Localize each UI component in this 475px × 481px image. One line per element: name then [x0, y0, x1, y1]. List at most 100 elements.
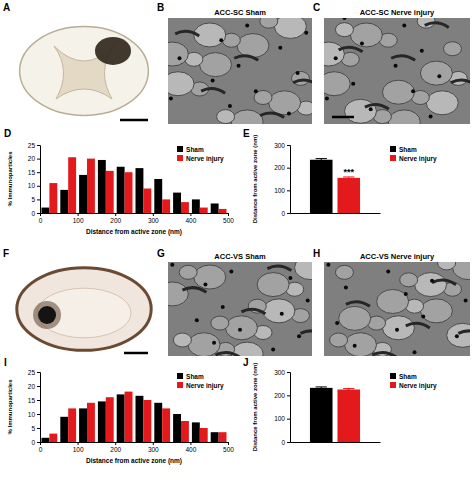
y-axis-tick-mark: [287, 145, 290, 146]
y-axis-tick-mark: [37, 213, 40, 214]
micrograph-ground: [324, 262, 470, 356]
immunogold: [335, 321, 339, 325]
x-axis-tick-label: 300: [148, 446, 159, 453]
y-axis-tick: 25: [28, 142, 40, 149]
x-axis-tick-label: 500: [223, 446, 234, 453]
vesicle-profile: [426, 91, 458, 115]
vesicle-profile: [345, 333, 377, 356]
histogram-bar: [192, 422, 200, 442]
membrane: [201, 89, 225, 94]
x-axis-tick-mark: [115, 442, 116, 445]
error-bar-cap: [316, 386, 327, 387]
x-axis-tick-label: 400: [185, 217, 196, 224]
immunogold: [297, 334, 301, 338]
y-axis-tick-mark: [37, 172, 40, 173]
vesicle-profile: [274, 18, 306, 38]
y-axis-tick-label: 10: [28, 411, 36, 418]
vesicle-profile: [194, 265, 226, 289]
vesicle-profile: [443, 42, 461, 56]
histogram-bar: [60, 417, 68, 442]
y-axis-line: [37, 373, 41, 443]
histogram-bar: [154, 179, 162, 213]
y-axis-tick-mark: [37, 386, 40, 387]
legend-label: Nerve injury: [399, 155, 437, 163]
image-panel: [17, 268, 151, 353]
y-axis-tick-mark: [287, 442, 290, 443]
x-axis-line: [41, 214, 229, 217]
image-title: ACC-SC Sham: [214, 8, 266, 17]
y-axis-tick-mark: [287, 168, 290, 169]
y-axis-tick-mark: [37, 414, 40, 415]
histogram-bar: [136, 396, 144, 442]
immunogold: [254, 89, 258, 93]
immunogold: [411, 89, 415, 93]
immunogold: [402, 23, 406, 27]
immunogold: [351, 82, 355, 86]
legend-label: Nerve injury: [186, 155, 224, 163]
y-axis-tick-label: 0: [31, 210, 35, 217]
x-axis-tick-mark: [153, 213, 154, 216]
y-axis-tick-mark: [37, 400, 40, 401]
y-axis-tick: 20: [28, 383, 40, 390]
x-axis-tick-mark: [78, 442, 79, 445]
vesicle-profile: [168, 282, 188, 306]
image-panel: [156, 256, 326, 366]
y-axis-tick: 5: [31, 425, 40, 432]
histogram-bar: [211, 203, 219, 213]
x-axis-tick-label: 0: [39, 217, 43, 224]
histogram-bar: [60, 190, 68, 213]
legend: Sham Nerve injury: [177, 146, 224, 163]
vesicle-profile: [179, 265, 197, 279]
legend-label: Sham: [399, 146, 417, 153]
y-axis-tick: 200: [274, 392, 290, 399]
y-axis-tick-label: 5: [31, 425, 35, 432]
immunogold: [229, 269, 233, 273]
immunogold: [420, 49, 424, 53]
immunogold: [386, 269, 390, 273]
error-bar-cap: [343, 388, 354, 389]
panel-letter: E: [243, 128, 250, 139]
y-axis-tick-mark: [287, 419, 290, 420]
histogram-bar: [49, 434, 57, 442]
x-axis-tick: 200: [110, 442, 121, 453]
legend-item: Nerve injury: [177, 382, 224, 390]
panel-letter: I: [4, 357, 7, 368]
x-axis-tick-label: 300: [148, 217, 159, 224]
immunogold: [221, 305, 225, 309]
x-axis-tick-mark: [228, 442, 229, 445]
plot-marks: [310, 159, 360, 213]
histogram-bar: [117, 394, 125, 442]
immunogold: [464, 299, 468, 303]
y-axis-tick-label: 300: [274, 142, 285, 149]
vesicle-profile: [211, 316, 229, 330]
legend-item: Nerve injury: [390, 382, 437, 390]
legend-label: Sham: [186, 146, 204, 153]
histogram-bar: [219, 432, 227, 442]
histogram-bar: [87, 159, 95, 213]
x-axis-tick-label: 100: [73, 217, 84, 224]
y-axis-tick-mark: [37, 186, 40, 187]
histogram-bar: [181, 421, 189, 442]
vesicle-profile: [231, 110, 263, 124]
y-axis: 0100200300: [274, 369, 290, 446]
micrograph: [324, 262, 470, 356]
immunogold: [342, 18, 346, 20]
x-axis-tick: 200: [110, 213, 121, 224]
x-axis-tick-label: 0: [39, 446, 43, 453]
y-axis-tick: 0: [281, 439, 290, 446]
immunogold: [170, 263, 174, 267]
section-outline: [20, 26, 149, 115]
membrane: [267, 266, 291, 271]
immunogold: [304, 31, 308, 35]
micrograph: [168, 18, 312, 124]
histogram-bar: [87, 403, 95, 442]
immunogold: [326, 263, 330, 267]
immunogold: [288, 276, 292, 280]
immunogold: [421, 315, 425, 319]
y-axis-tick: 10: [28, 182, 40, 189]
membrane: [339, 47, 363, 52]
histogram-bar: [125, 392, 133, 442]
x-axis: 0100200300400500: [39, 213, 235, 224]
y-axis-tick: 15: [28, 397, 40, 404]
legend: ShamNerve injury: [390, 373, 437, 390]
